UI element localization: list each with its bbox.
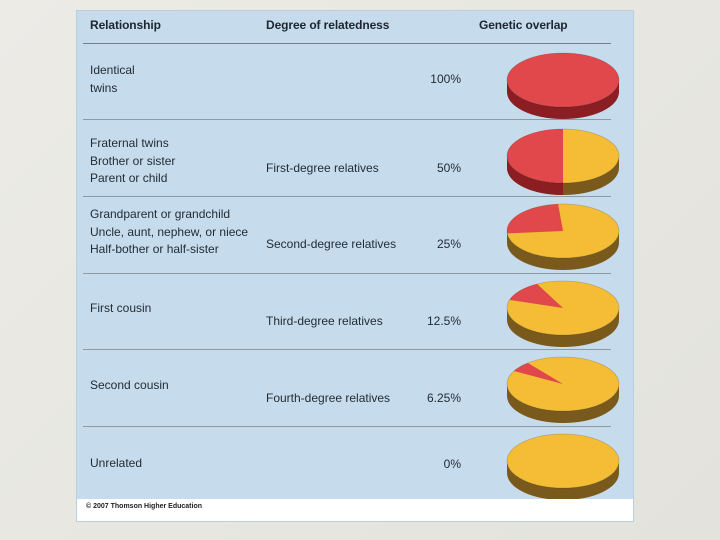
degree-cell: Second-degree relatives xyxy=(266,237,397,251)
overlap-pie-chart xyxy=(506,280,620,347)
pie-shared-slice xyxy=(509,284,563,308)
overlap-pie-chart xyxy=(506,356,620,423)
row-divider xyxy=(83,349,611,350)
pie-shared-slice xyxy=(507,53,619,107)
genetic-overlap-figure: Relationship Degree of relatedness Genet… xyxy=(77,11,633,521)
row-divider xyxy=(83,196,611,197)
relationship-line: Uncle, aunt, nephew, or niece xyxy=(90,224,249,239)
relationship-cell: Unrelated xyxy=(90,455,142,473)
pie-rim xyxy=(506,280,620,336)
overlap-percent: 25% xyxy=(436,237,461,251)
header-genetic-overlap: Genetic overlap xyxy=(479,18,568,32)
pie-side-wall xyxy=(507,384,619,423)
footer: © 2007 Thomson Higher Education xyxy=(77,499,633,521)
relationship-line: Grandparent or grandchild xyxy=(90,207,231,221)
pie-shared-slice xyxy=(507,129,563,183)
relationship-line: Identical xyxy=(90,63,135,77)
table-row: First cousin Third-degree relatives 12.5… xyxy=(77,274,633,350)
relationship-line: twins xyxy=(90,80,118,95)
overlap-percent: 0% xyxy=(443,457,461,471)
relationship-cell: First cousin xyxy=(90,300,151,318)
relationship-line: Unrelated xyxy=(90,456,143,470)
header-divider xyxy=(83,43,611,44)
pie-shared-slice xyxy=(513,362,563,384)
table-row: Grandparent or grandchild Uncle, aunt, n… xyxy=(77,197,633,274)
relationship-cell: Identical twins xyxy=(90,62,135,97)
relationship-line: Fraternal twins xyxy=(90,136,169,150)
pie-rim xyxy=(506,433,620,489)
pie-shared-slice xyxy=(506,204,563,234)
degree-cell: Third-degree relatives xyxy=(266,314,383,328)
pie-rim xyxy=(506,356,620,412)
relationship-line: Brother or sister xyxy=(90,153,176,168)
pie-side-wall xyxy=(507,80,619,119)
overlap-pie-chart xyxy=(506,52,620,119)
pie-rim xyxy=(506,52,620,108)
pie-side-wall xyxy=(507,308,619,347)
table-row: Second cousin Fourth-degree relatives 6.… xyxy=(77,350,633,427)
relationship-line: Parent or child xyxy=(90,171,168,185)
overlap-percent: 50% xyxy=(436,161,461,175)
relationship-cell: Fraternal twins Brother or sister Parent… xyxy=(90,135,175,188)
pie-shared-side xyxy=(507,156,563,195)
relationship-line: First cousin xyxy=(90,301,152,315)
pie-rim xyxy=(506,203,620,259)
relationship-line: Second cousin xyxy=(90,378,169,392)
copyright-credit: © 2007 Thomson Higher Education xyxy=(86,503,203,510)
pie-side-wall xyxy=(507,461,619,500)
degree-cell: First-degree relatives xyxy=(266,161,379,175)
relationship-cell: Second cousin xyxy=(90,377,169,395)
pie-side-wall xyxy=(507,231,619,270)
overlap-pie-chart xyxy=(506,203,620,270)
table-row: Fraternal twins Brother or sister Parent… xyxy=(77,120,633,197)
relationship-line: Half-bother or half-sister xyxy=(90,242,219,256)
relationship-cell: Grandparent or grandchild Uncle, aunt, n… xyxy=(90,206,248,259)
header-relationship: Relationship xyxy=(90,18,161,32)
table-row: Identical twins 100% xyxy=(77,44,633,120)
overlap-pie-chart xyxy=(506,433,620,500)
pie-rim xyxy=(506,128,620,184)
overlap-percent: 12.5% xyxy=(426,314,461,328)
overlap-pie-chart xyxy=(506,128,620,195)
table-header: Relationship Degree of relatedness Genet… xyxy=(77,11,633,43)
pie-unshared-slice xyxy=(507,434,619,488)
degree-cell: Fourth-degree relatives xyxy=(266,391,391,405)
row-divider xyxy=(83,426,611,427)
overlap-percent: 6.25% xyxy=(426,391,461,405)
table-row: Unrelated 0% xyxy=(77,427,633,500)
row-divider xyxy=(83,119,611,120)
header-degree: Degree of relatedness xyxy=(266,18,390,32)
overlap-percent: 100% xyxy=(430,72,461,86)
row-divider xyxy=(83,273,611,274)
